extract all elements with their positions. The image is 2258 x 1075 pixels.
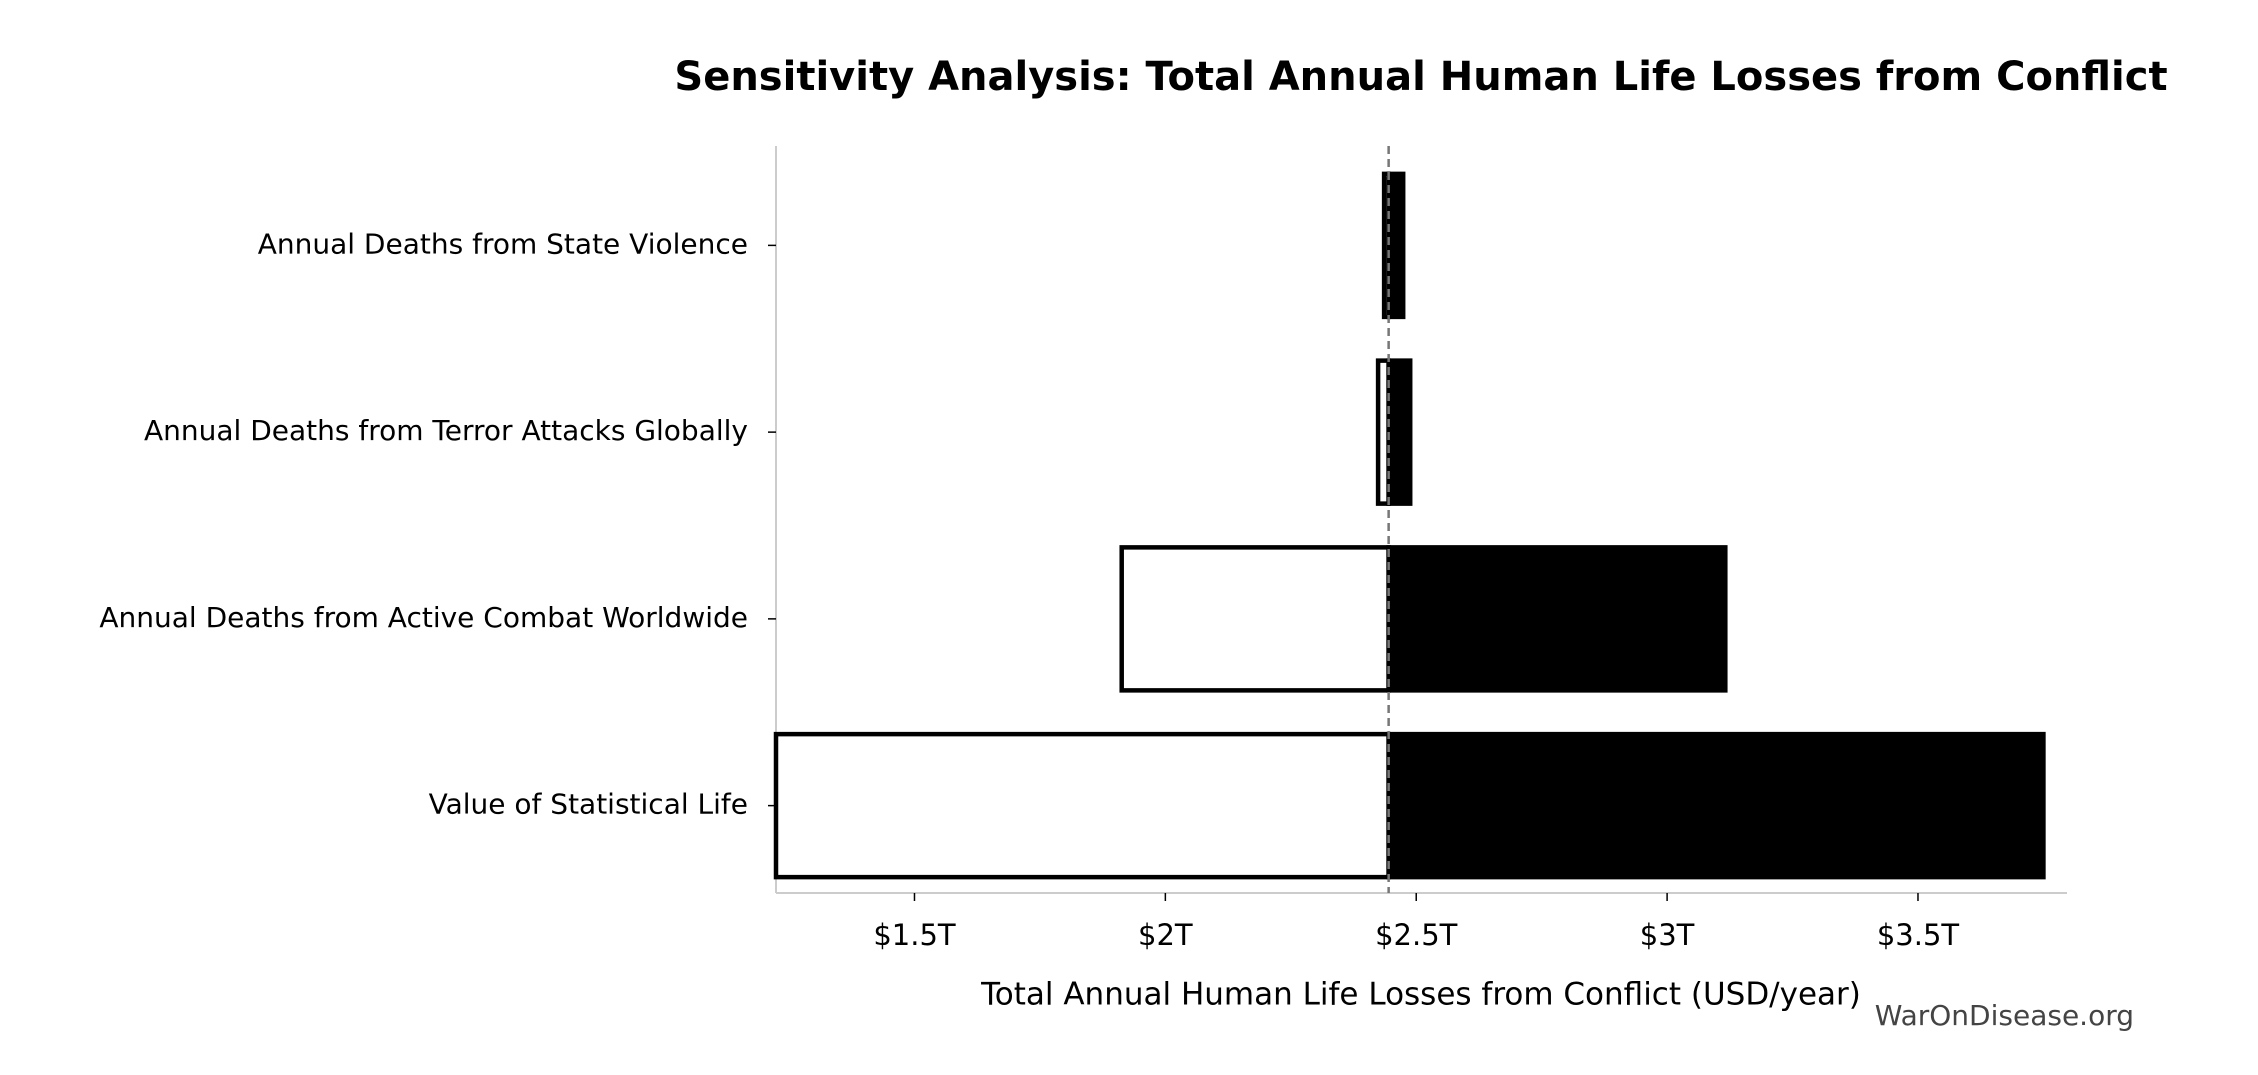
chart-title: Sensitivity Analysis: Total Annual Human… [674, 54, 2167, 100]
high-bar [1386, 171, 1406, 320]
x-axis-label: Total Annual Human Life Losses from Conf… [980, 977, 1861, 1013]
high-bar [1386, 358, 1413, 506]
x-tick-label: $3.5T [1877, 918, 1960, 952]
x-tick-label: $2T [1138, 918, 1193, 952]
low-bar [773, 731, 1391, 880]
high-bar [1386, 545, 1728, 693]
x-tick-label: $1.5T [873, 918, 956, 952]
x-tick-label: $2.5T [1375, 918, 1458, 952]
y-tick-label: Annual Deaths from Active Combat Worldwi… [99, 601, 748, 634]
y-tick-label: Value of Statistical Life [429, 788, 748, 821]
y-tick-label: Annual Deaths from State Violence [258, 227, 748, 260]
low-bar [1119, 545, 1391, 693]
y-tick-label: Annual Deaths from Terror Attacks Global… [144, 414, 748, 447]
high-bar [1386, 731, 2046, 880]
watermark: WarOnDisease.org [1875, 999, 2134, 1032]
x-tick-label: $3T [1640, 918, 1695, 952]
